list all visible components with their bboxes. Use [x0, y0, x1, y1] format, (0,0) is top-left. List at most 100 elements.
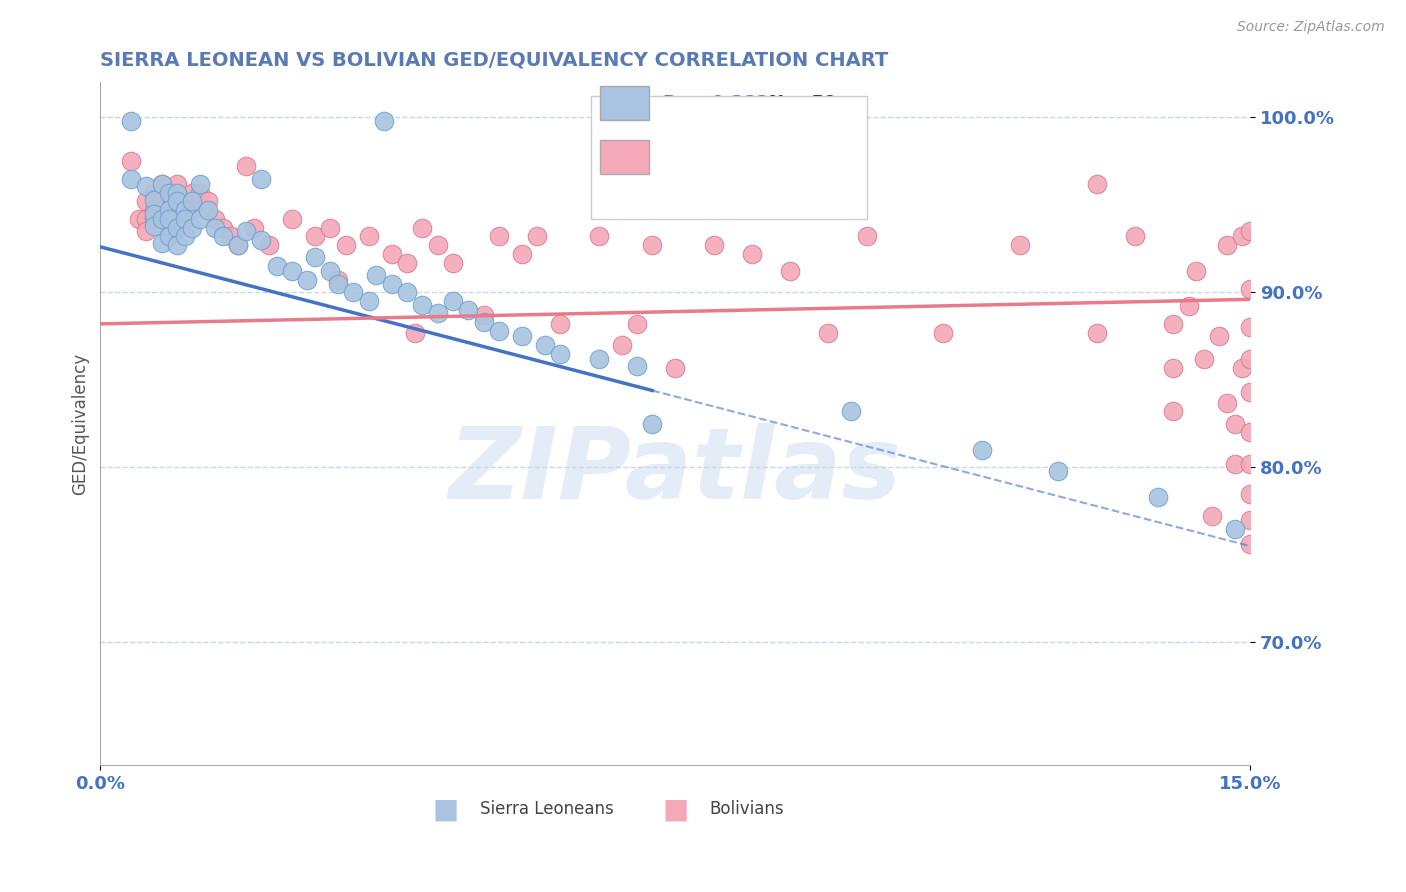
- Point: [150, 211, 173, 226]
- Point: [319, 220, 342, 235]
- Point: [932, 326, 955, 340]
- Point: [319, 264, 342, 278]
- Point: [166, 186, 188, 200]
- Point: [664, 360, 686, 375]
- Point: [128, 211, 150, 226]
- Point: [250, 233, 273, 247]
- Point: [219, 229, 242, 244]
- Point: [1239, 537, 1261, 551]
- Point: [166, 220, 188, 235]
- Point: [1185, 264, 1208, 278]
- Point: [166, 177, 188, 191]
- Point: [1010, 238, 1032, 252]
- Point: [157, 211, 180, 226]
- Text: Sierra Leoneans: Sierra Leoneans: [479, 800, 613, 818]
- Point: [212, 220, 235, 235]
- Point: [188, 186, 211, 200]
- Point: [1085, 177, 1108, 191]
- Point: [157, 220, 180, 235]
- Point: [626, 317, 648, 331]
- Point: [404, 326, 426, 340]
- Point: [157, 186, 180, 200]
- Point: [1239, 224, 1261, 238]
- Point: [381, 277, 404, 291]
- Point: [157, 211, 180, 226]
- Point: [841, 404, 863, 418]
- Point: [426, 238, 449, 252]
- Point: [181, 203, 204, 218]
- Point: [150, 177, 173, 191]
- Point: [1232, 360, 1254, 375]
- Point: [488, 324, 510, 338]
- Point: [197, 203, 219, 218]
- Point: [510, 329, 533, 343]
- Point: [1223, 417, 1246, 431]
- Point: [188, 211, 211, 226]
- Point: [1163, 404, 1185, 418]
- Point: [181, 194, 204, 209]
- Point: [235, 224, 257, 238]
- Point: [143, 219, 166, 233]
- FancyBboxPatch shape: [592, 96, 868, 219]
- Point: [342, 285, 364, 300]
- Point: [266, 259, 288, 273]
- Point: [226, 238, 249, 252]
- Point: [381, 247, 404, 261]
- FancyBboxPatch shape: [600, 140, 648, 175]
- Point: [150, 194, 173, 209]
- Y-axis label: GED/Equivalency: GED/Equivalency: [72, 352, 89, 495]
- Point: [411, 297, 433, 311]
- Point: [1208, 329, 1230, 343]
- Text: R =  0.038: R = 0.038: [662, 148, 768, 167]
- Point: [588, 351, 610, 366]
- Point: [197, 194, 219, 209]
- Point: [304, 229, 326, 244]
- Point: [395, 285, 418, 300]
- Point: [326, 273, 349, 287]
- Point: [588, 229, 610, 244]
- Point: [457, 302, 479, 317]
- Point: [173, 194, 195, 209]
- Point: [1223, 457, 1246, 471]
- Point: [173, 203, 195, 218]
- Point: [250, 171, 273, 186]
- Point: [150, 236, 173, 251]
- Point: [488, 229, 510, 244]
- Point: [120, 113, 142, 128]
- Point: [281, 211, 304, 226]
- Point: [135, 178, 157, 193]
- Point: [817, 326, 839, 340]
- Point: [143, 193, 166, 207]
- Point: [143, 211, 166, 226]
- Point: [150, 177, 173, 191]
- Point: [395, 255, 418, 269]
- Text: Bolivians: Bolivians: [710, 800, 785, 818]
- Point: [120, 154, 142, 169]
- Point: [426, 306, 449, 320]
- Point: [1239, 513, 1261, 527]
- Point: [135, 224, 157, 238]
- Text: ■: ■: [432, 795, 458, 823]
- Point: [242, 220, 264, 235]
- Text: ZIPatlas: ZIPatlas: [449, 423, 901, 520]
- Point: [1239, 457, 1261, 471]
- Point: [1201, 509, 1223, 524]
- Text: ■: ■: [662, 795, 689, 823]
- Point: [1085, 326, 1108, 340]
- Point: [1232, 229, 1254, 244]
- Point: [157, 229, 180, 244]
- Point: [204, 220, 226, 235]
- Point: [143, 186, 166, 200]
- Point: [856, 229, 879, 244]
- Point: [335, 238, 357, 252]
- Point: [1147, 490, 1170, 504]
- Point: [166, 203, 188, 218]
- Point: [1239, 385, 1261, 400]
- Point: [157, 203, 180, 218]
- Point: [1239, 282, 1261, 296]
- Point: [641, 417, 664, 431]
- Point: [212, 229, 235, 244]
- Point: [326, 277, 349, 291]
- Point: [1192, 351, 1215, 366]
- Point: [1239, 486, 1261, 500]
